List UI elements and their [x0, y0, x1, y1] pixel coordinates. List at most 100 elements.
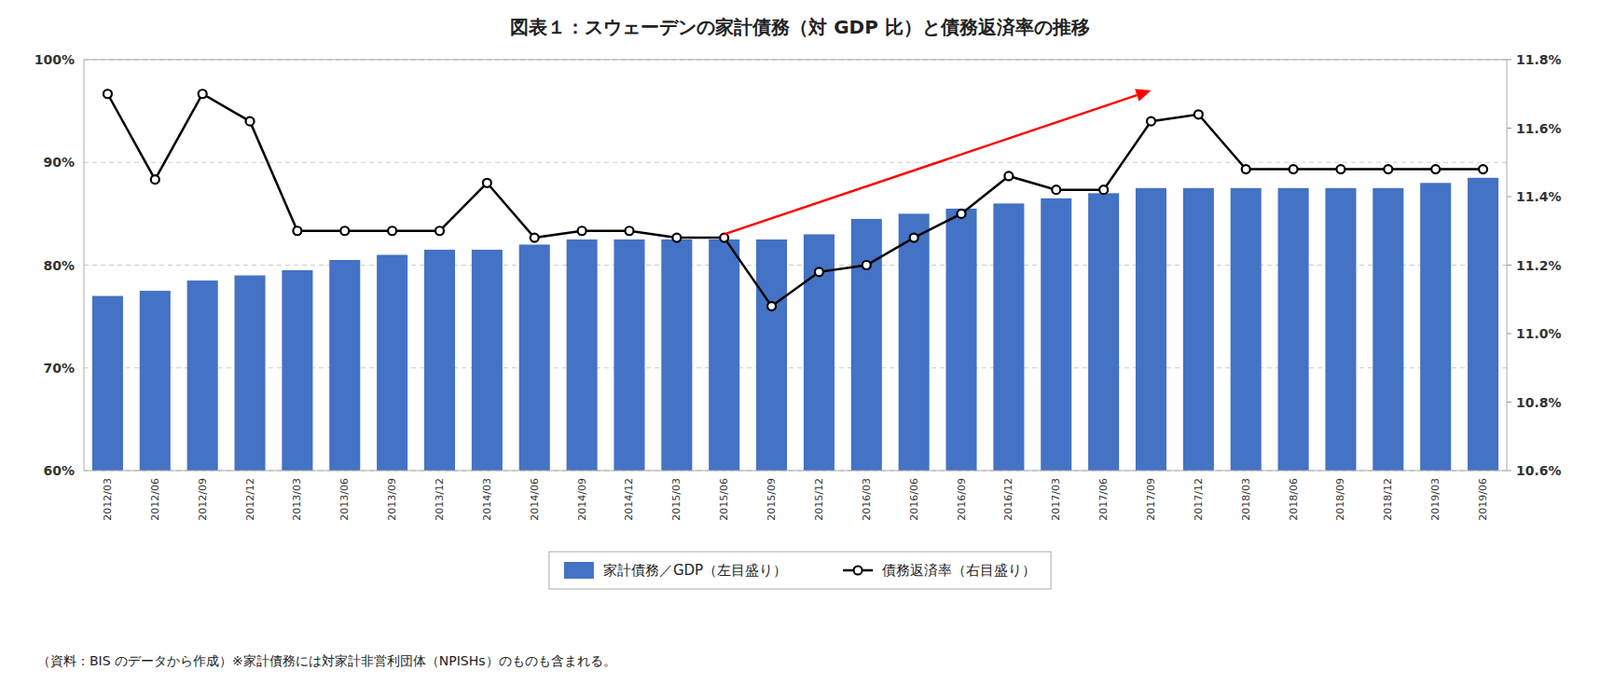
arrow-shaft [724, 95, 1138, 235]
line-marker [1383, 165, 1393, 174]
line [107, 94, 1483, 307]
legend-marker [854, 566, 863, 576]
line-marker [719, 234, 729, 243]
x-tick-label: 2016/03 [860, 478, 873, 522]
legend-label: 債務返済率（右目盛り） [882, 562, 1036, 580]
line-marker [1194, 110, 1203, 119]
bar [1420, 182, 1451, 471]
bar [1372, 188, 1404, 471]
line-marker [482, 179, 492, 188]
x-tick-label: 2019/06 [1476, 478, 1490, 522]
arrow [724, 89, 1152, 235]
line-marker [957, 209, 966, 219]
x-tick-label: 2016/06 [908, 478, 921, 522]
line-marker [340, 226, 349, 235]
x-tick-label: 2019/03 [1429, 478, 1442, 522]
x-tick-label: 2015/06 [717, 478, 731, 522]
line-marker [767, 302, 776, 311]
bar [613, 239, 645, 471]
y-tick-label: 70% [42, 360, 75, 376]
line-marker [672, 234, 681, 243]
bar [92, 296, 124, 471]
x-tick-label: 2015/12 [813, 478, 826, 522]
bar [708, 239, 740, 471]
bar [329, 260, 360, 471]
y2-tick [1506, 127, 1512, 129]
x-tick-label: 2012/03 [101, 478, 114, 522]
bar [566, 239, 598, 471]
bar [1230, 188, 1262, 471]
y2-tick [1506, 264, 1512, 266]
x-tick-label: 2014/03 [481, 478, 494, 522]
bar [898, 213, 930, 471]
y2-tick [1506, 59, 1512, 61]
x-tick-label: 2016/12 [1002, 478, 1015, 522]
line-marker [1431, 165, 1440, 174]
y-tick-label: 60% [42, 463, 75, 479]
y-tick-label: 100% [34, 52, 75, 68]
y2-tick-label: 11.0% [1516, 326, 1562, 342]
y2-tick-label: 10.8% [1516, 395, 1562, 411]
footnote: （資料：BIS のデータから作成）※家計債務には対家計非営利団体（NPISHs）… [37, 653, 617, 669]
x-tick-label: 2014/06 [528, 478, 541, 522]
line-marker [151, 175, 160, 184]
line-marker [387, 226, 397, 235]
x-tick-label: 2018/12 [1381, 478, 1394, 522]
y2-tick-label: 11.4% [1516, 189, 1562, 205]
bar [234, 275, 266, 471]
y2-tick-label: 11.2% [1516, 258, 1562, 274]
y2-tick [1506, 196, 1512, 198]
x-tick-label: 2013/12 [433, 478, 446, 522]
y2-tick [1506, 401, 1512, 403]
plot-frame [83, 59, 1507, 471]
line-marker [292, 226, 302, 235]
x-tick-label: 2017/03 [1049, 478, 1063, 522]
line-marker [624, 226, 634, 235]
chart: 図表１：スウェーデンの家計債務（対 GDP 比）と債務返済率の推移60%70%8… [0, 0, 1600, 684]
line-marker [1004, 171, 1013, 180]
legend-frame [549, 551, 1051, 590]
bar [376, 254, 408, 471]
bar [471, 249, 503, 471]
line-marker [198, 89, 207, 98]
x-tick-label: 2018/09 [1334, 478, 1347, 522]
x-tick-label: 2017/12 [1192, 478, 1205, 522]
y2-tick-label: 10.6% [1516, 463, 1562, 479]
y2-tick-label: 11.8% [1516, 52, 1562, 68]
x-tick-label: 2017/09 [1144, 478, 1158, 522]
x-tick-label: 2016/09 [955, 478, 968, 522]
x-tick-label: 2018/06 [1287, 478, 1300, 522]
bar [851, 219, 883, 471]
bar [1324, 188, 1356, 471]
y2-tick [1506, 333, 1512, 335]
legend-item: 債務返済率（右目盛り） [842, 562, 1036, 580]
plot-area [92, 89, 1499, 471]
line-marker [103, 89, 112, 98]
x-tick-label: 2017/06 [1097, 478, 1110, 522]
y2-tick [1506, 470, 1512, 472]
x-tick-label: 2012/12 [244, 478, 257, 522]
x-tick-label: 2012/09 [196, 478, 209, 522]
y2-tick-label: 11.6% [1516, 121, 1562, 137]
x-tick-label: 2013/09 [386, 478, 399, 522]
bar [993, 203, 1024, 471]
bar [1088, 193, 1119, 471]
line-marker [1146, 117, 1156, 126]
bar [139, 290, 171, 471]
bar [1183, 188, 1214, 471]
line-marker [814, 267, 824, 276]
bar [1040, 198, 1072, 471]
bar [1135, 188, 1167, 471]
y-tick-label: 90% [42, 154, 75, 170]
line-marker [1336, 165, 1345, 174]
title: 図表１：スウェーデンの家計債務（対 GDP 比）と債務返済率の推移 [510, 15, 1090, 39]
legend-item: 家計債務／GDP（左目盛り） [564, 562, 787, 580]
line-marker [1051, 185, 1061, 194]
line-marker [1478, 165, 1488, 174]
line-marker [1241, 165, 1251, 174]
x-tick-label: 2015/09 [765, 478, 778, 522]
x-tick-label: 2013/06 [338, 478, 351, 522]
x-tick-label: 2015/03 [670, 478, 683, 522]
legend-swatch [564, 562, 594, 580]
bar [187, 280, 219, 471]
